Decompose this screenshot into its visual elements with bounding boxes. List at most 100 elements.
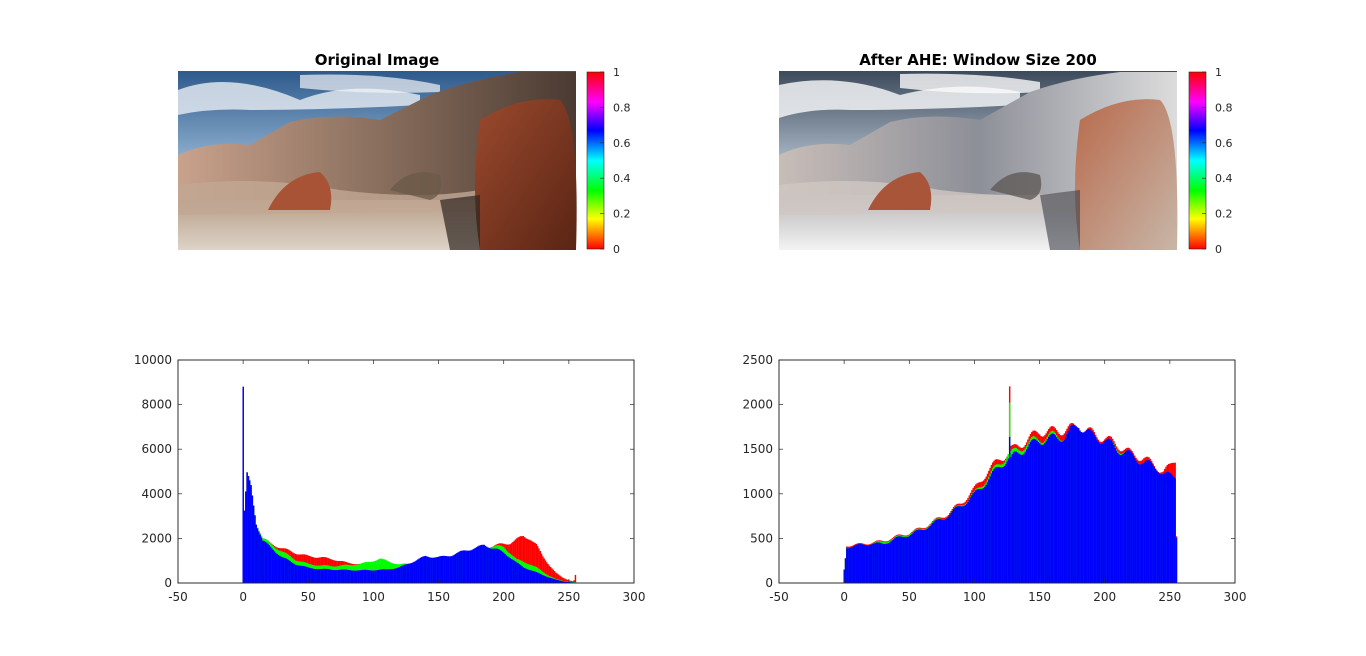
- histogram-bar: [928, 527, 930, 583]
- histogram-bar: [889, 542, 891, 583]
- colorbar-tick-label: 0.6: [613, 137, 631, 150]
- x-tick-label: 100: [963, 590, 986, 604]
- histogram-bar: [877, 542, 879, 583]
- histogram-bar: [895, 536, 898, 583]
- histogram-bar: [497, 549, 500, 583]
- histogram-bar: [496, 548, 499, 583]
- histogram-bar: [1162, 474, 1165, 583]
- histogram-bar: [548, 565, 551, 583]
- histogram-bar: [1078, 428, 1080, 583]
- histogram-bar: [543, 575, 545, 583]
- histogram-bar: [561, 581, 564, 583]
- histogram-bar: [1165, 471, 1167, 583]
- histogram-bar: [458, 551, 461, 583]
- histogram-bar: [474, 548, 476, 583]
- histogram-bar: [903, 537, 905, 583]
- histogram-bar: [1124, 451, 1127, 583]
- histogram-bar: [337, 569, 340, 583]
- histogram-bar: [520, 565, 522, 583]
- histogram-bar: [900, 536, 903, 583]
- histogram-bar: [843, 569, 845, 583]
- histogram-bar: [431, 557, 433, 583]
- histogram-bar: [917, 529, 920, 583]
- histogram-bar: [1079, 430, 1081, 583]
- histogram-bar: [490, 548, 492, 583]
- histogram-bar: [465, 550, 467, 583]
- histogram-bar: [1015, 451, 1017, 583]
- colorbar-tick-label: 0.4: [1215, 172, 1233, 185]
- histogram-bar: [998, 467, 1000, 583]
- histogram-bar: [436, 557, 439, 583]
- histogram-bar: [1088, 429, 1090, 583]
- histogram-bar: [1003, 465, 1006, 583]
- histogram-bar: [377, 569, 380, 583]
- histogram-bar: [523, 568, 526, 583]
- histogram-bar: [381, 569, 384, 583]
- histogram-bar: [295, 565, 298, 583]
- histogram-bar: [285, 558, 287, 583]
- histogram-bar: [885, 543, 887, 583]
- histogram-bar: [564, 578, 566, 583]
- histogram-bar: [462, 550, 465, 583]
- colorbar-tick-label: 1: [1215, 66, 1222, 79]
- histogram-bar: [1045, 441, 1047, 583]
- histogram-bar: [314, 568, 316, 583]
- histogram-bar: [997, 466, 999, 583]
- histogram-bar: [1150, 462, 1153, 583]
- histogram-bar: [1152, 464, 1154, 583]
- histogram-bar: [514, 561, 517, 583]
- histogram-bar: [268, 545, 271, 583]
- colorbar-gradient: [586, 71, 605, 250]
- histogram-bar: [1122, 454, 1124, 583]
- histogram-bar: [332, 569, 334, 583]
- x-tick-label: 50: [301, 590, 316, 604]
- x-tick-label: 150: [1028, 590, 1051, 604]
- histogram-bar: [993, 468, 995, 583]
- histogram-bar: [430, 557, 432, 583]
- histogram-bar: [530, 540, 532, 583]
- histogram-bar: [482, 544, 484, 583]
- histogram-bar: [549, 567, 552, 583]
- y-tick-label: 2000: [742, 398, 773, 412]
- histogram-bar: [967, 501, 969, 583]
- histogram-bar: [447, 556, 449, 583]
- histogram-bar: [544, 576, 547, 583]
- histogram-bar: [1046, 439, 1049, 583]
- histogram-bar: [559, 575, 561, 583]
- histogram-bar: [559, 580, 561, 583]
- x-tick-label: 200: [1093, 590, 1116, 604]
- histogram-bar: [427, 556, 429, 583]
- histogram-bar: [968, 499, 971, 583]
- histogram-bar: [1020, 454, 1023, 583]
- x-tick-label: 300: [1224, 590, 1247, 604]
- histogram-bar: [251, 495, 254, 583]
- x-tick-label: 100: [362, 590, 385, 604]
- histogram-bar: [1170, 473, 1172, 583]
- histogram-bar: [424, 555, 427, 583]
- histogram-bar: [883, 543, 886, 583]
- histogram-bar: [1093, 434, 1096, 583]
- histogram-bar: [518, 564, 521, 583]
- histogram-bar: [1100, 443, 1102, 583]
- histogram-bar: [293, 563, 295, 583]
- histogram-bar: [973, 491, 976, 583]
- histogram-bar: [340, 569, 342, 583]
- y-tick-label: 2000: [141, 531, 172, 545]
- histogram-bar: [547, 577, 549, 583]
- histogram-bar: [1014, 451, 1016, 583]
- histogram-bar: [445, 556, 448, 583]
- histogram-bar: [1134, 458, 1136, 583]
- histogram-bar: [536, 546, 539, 583]
- histogram-bar: [898, 536, 900, 583]
- histogram-bar: [432, 557, 435, 583]
- histogram-bar: [384, 569, 386, 583]
- histogram-bar: [245, 491, 247, 583]
- histogram-bar: [1083, 432, 1085, 583]
- histogram-bar: [495, 548, 497, 583]
- histogram-bar: [881, 543, 883, 583]
- histogram-bar: [1173, 476, 1175, 583]
- histogram-bar: [258, 531, 260, 583]
- histogram-bar: [460, 550, 462, 583]
- histogram-bar: [1158, 473, 1161, 583]
- histogram-bar: [1049, 434, 1051, 583]
